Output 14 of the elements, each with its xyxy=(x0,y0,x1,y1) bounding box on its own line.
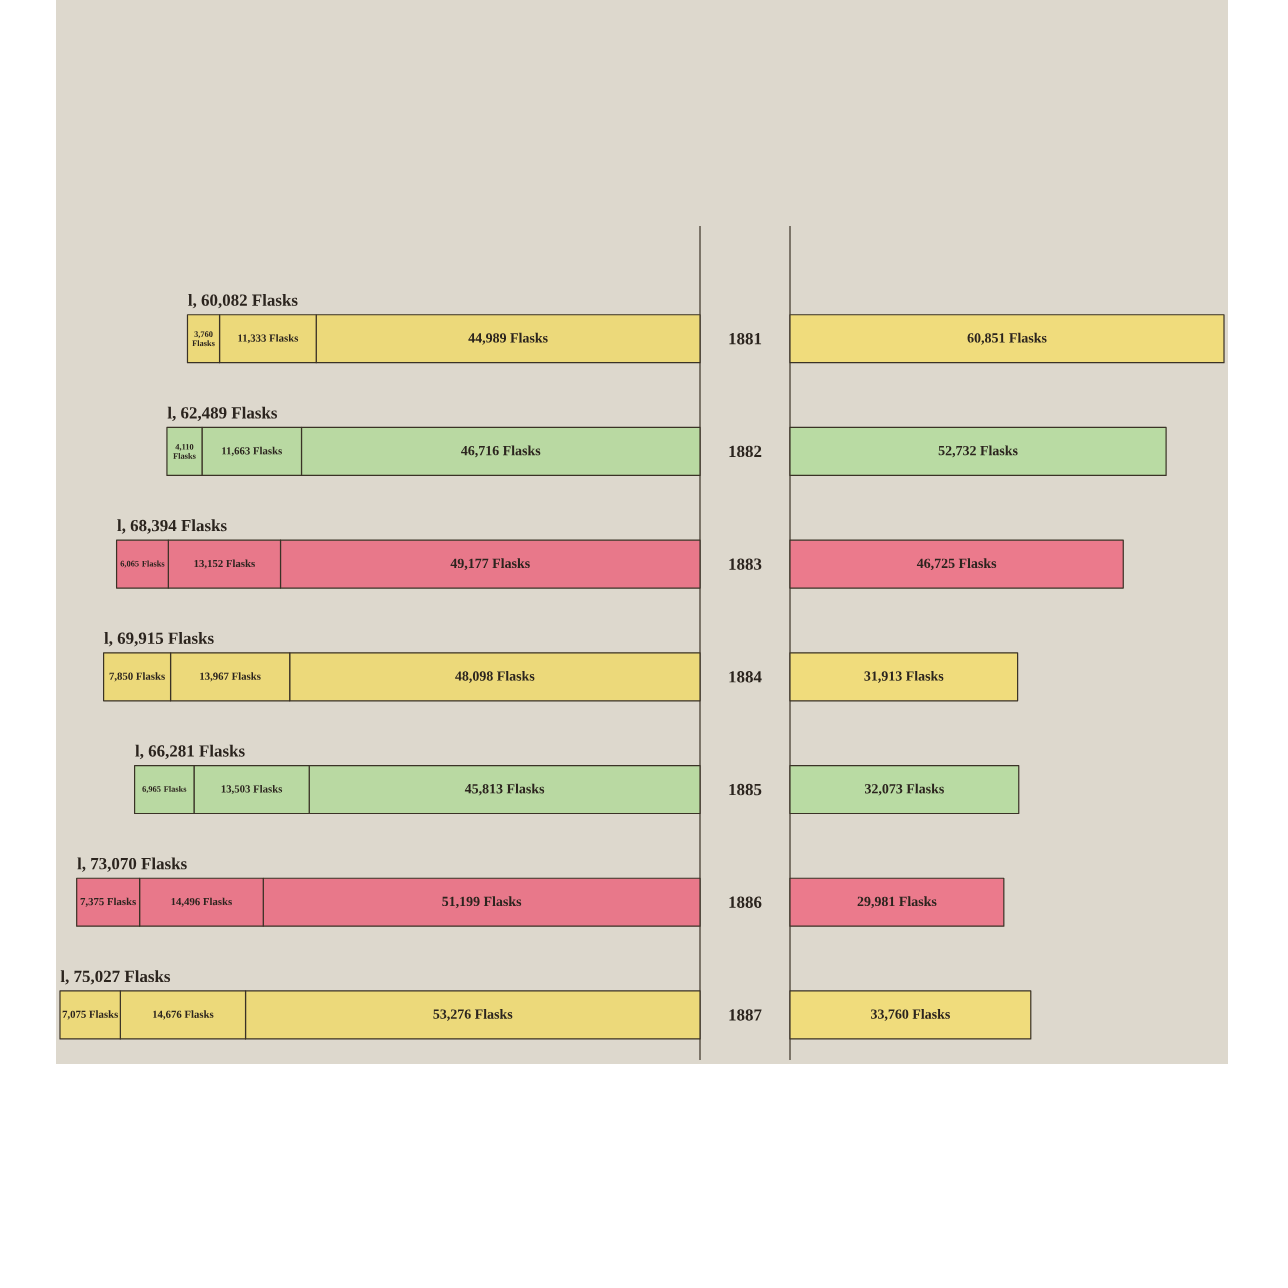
total-label: l, 73,070 Flasks xyxy=(77,857,187,872)
total-label: l, 75,027 Flasks xyxy=(60,970,171,985)
y-tick-label: 1883 xyxy=(729,558,762,570)
total-label: l, 69,915 Flasks xyxy=(104,632,214,647)
y-tick-label: 1886 xyxy=(729,896,762,908)
total-label: l, 68,394 Flasks xyxy=(117,519,227,534)
total-label: l, 66,281 Flasks xyxy=(135,744,245,760)
total-label: l, 60,082 Flasks xyxy=(188,293,298,309)
y-tick-label: 1881 xyxy=(729,333,762,345)
y-tick-label: 1882 xyxy=(729,445,762,458)
y-tick-label: 1885 xyxy=(729,783,762,796)
total-label: l, 62,489 Flasks xyxy=(167,406,278,422)
y-tick-label: 1884 xyxy=(729,671,762,683)
y-tick-label: 1887 xyxy=(729,1009,762,1021)
